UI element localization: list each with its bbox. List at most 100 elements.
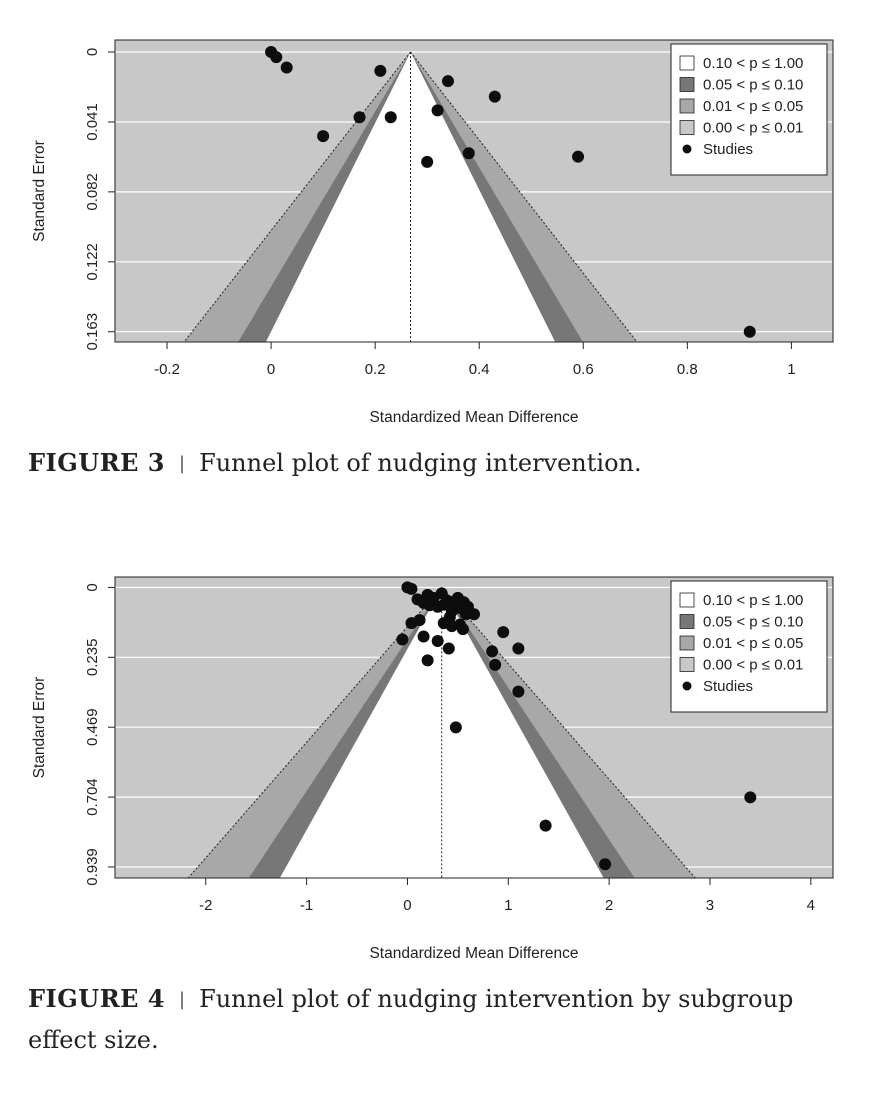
study-point — [353, 111, 366, 124]
study-point — [413, 614, 426, 627]
study-points — [396, 581, 757, 871]
x-axis-label: Standardized Mean Difference — [369, 409, 578, 426]
legend-swatch — [679, 635, 695, 651]
y-tick-label: 0.469 — [84, 708, 101, 746]
caption-separator: | — [178, 989, 186, 1010]
study-point — [441, 75, 454, 88]
caption-separator: | — [178, 453, 186, 474]
study-point — [539, 819, 552, 832]
x-tick-label: 1 — [504, 897, 512, 914]
x-tick-label: 0.2 — [365, 361, 386, 378]
legend-label: 0.01 < p ≤ 0.05 — [703, 98, 803, 115]
legend-box — [670, 580, 828, 713]
x-tick-label: 1 — [787, 361, 795, 378]
study-point — [468, 608, 480, 621]
legend-label: Studies — [703, 141, 753, 158]
y-axis-label: Standard Error — [31, 677, 48, 779]
legend-swatch — [679, 657, 695, 672]
y-tick-label: 0.704 — [84, 778, 101, 816]
legend-box — [670, 43, 828, 176]
y-tick-label: 0.163 — [84, 313, 101, 351]
y-tick-label: 0 — [84, 48, 101, 56]
y-tick-label: 0.235 — [84, 639, 101, 677]
study-point — [374, 64, 387, 77]
legend-label: 0.01 < p ≤ 0.05 — [703, 635, 803, 652]
study-point — [489, 658, 502, 671]
study-point — [421, 654, 434, 667]
legend-label: 0.05 < p ≤ 0.10 — [703, 77, 803, 94]
study-point — [512, 642, 525, 655]
funnel-plot-figure-4: -2 -1 0 1 2 3 4 0 0.235 0.469 0.704 0.939 Standardiz… — [31, 576, 834, 962]
x-tick-label: 0 — [403, 897, 411, 914]
study-point — [442, 642, 455, 655]
study-point — [497, 626, 510, 639]
legend-swatch — [679, 98, 695, 114]
x-tick-label: 4 — [807, 897, 815, 914]
study-point — [384, 111, 397, 124]
study-point — [743, 325, 756, 338]
y-tick-label: 0 — [84, 583, 101, 591]
legend-label: 0.05 < p ≤ 0.10 — [703, 614, 803, 631]
funnel-edge — [183, 51, 411, 342]
y-tick-label: 0.939 — [84, 848, 101, 886]
study-point — [456, 623, 469, 636]
study-point — [486, 645, 499, 658]
figure-3-caption-text: Funnel plot of nudging intervention. — [199, 449, 642, 477]
study-point — [396, 633, 409, 646]
legend-label: 0.10 < p ≤ 1.00 — [703, 592, 803, 609]
x-tick-label: 3 — [706, 897, 714, 914]
study-point — [488, 90, 501, 103]
study-point — [449, 721, 462, 734]
figure-4-caption: FIGURE 4 | Funnel plot of nudging interven… — [28, 980, 858, 1059]
study-point — [405, 582, 418, 595]
study-point — [512, 685, 525, 698]
figure-3-caption: FIGURE 3 | Funnel plot of nudging interven… — [28, 444, 858, 485]
plot-frame — [114, 39, 834, 343]
legend-label: 0.00 < p ≤ 0.01 — [703, 657, 803, 674]
legend-label: Studies — [703, 678, 753, 695]
legend-label: 0.10 < p ≤ 1.00 — [703, 55, 803, 72]
legend-swatch — [679, 592, 695, 608]
x-tick-label: -2 — [199, 897, 212, 914]
figure-4: -2 -1 0 1 2 3 4 0 0.235 0.469 0.704 0.939 Standardiz… — [0, 540, 876, 970]
study-point — [744, 791, 757, 804]
funnel-plot-figure-3: -0.2 0 0.2 0.4 0.6 0.8 1 0 0.041 0.082 0.122 0.163 S… — [31, 39, 834, 426]
y-tick-label: 0.041 — [84, 103, 101, 141]
x-tick-label: 0.4 — [469, 361, 490, 378]
figure-3: -0.2 0 0.2 0.4 0.6 0.8 1 0 0.041 0.082 0.122 0.163 S… — [0, 0, 876, 430]
study-point — [431, 104, 444, 117]
study-point — [437, 617, 450, 630]
legend-swatch — [679, 120, 695, 135]
legend-marker-studies — [682, 144, 692, 154]
study-point — [317, 130, 330, 143]
figure-4-caption-label: FIGURE 4 — [28, 984, 165, 1013]
funnel-edge — [441, 587, 696, 878]
y-tick-label: 0.082 — [84, 173, 101, 211]
x-tick-label: -0.2 — [154, 361, 180, 378]
legend-label: 0.00 < p ≤ 0.01 — [703, 120, 803, 137]
legend: 0.10 < p ≤ 1.00 0.05 < p ≤ 0.10 0.01 < p ≤… — [670, 43, 828, 176]
study-point — [417, 630, 430, 643]
study-point — [280, 61, 293, 74]
x-tick-label: 0 — [267, 361, 275, 378]
study-point — [572, 150, 585, 163]
funnel-edge — [410, 51, 638, 342]
legend: 0.10 < p ≤ 1.00 0.05 < p ≤ 0.10 0.01 < p ≤… — [670, 580, 828, 713]
study-point — [599, 858, 612, 871]
x-tick-label: -1 — [300, 897, 313, 914]
legend-swatch — [679, 77, 695, 92]
study-point — [270, 51, 283, 64]
legend-swatch — [679, 614, 695, 629]
figure-4-caption-text: Funnel plot of nudging intervention by s… — [28, 985, 794, 1054]
x-tick-label: 0.8 — [677, 361, 698, 378]
y-axis-label: Standard Error — [31, 140, 48, 242]
y-tick-label: 0.122 — [84, 243, 101, 281]
study-point — [462, 147, 475, 160]
figure-3-caption-label: FIGURE 3 — [28, 448, 165, 477]
study-point — [431, 635, 444, 648]
study-points — [265, 46, 756, 338]
x-tick-label: 2 — [605, 897, 613, 914]
x-tick-label: 0.6 — [573, 361, 594, 378]
legend-swatch — [679, 55, 695, 71]
study-point — [421, 155, 434, 168]
